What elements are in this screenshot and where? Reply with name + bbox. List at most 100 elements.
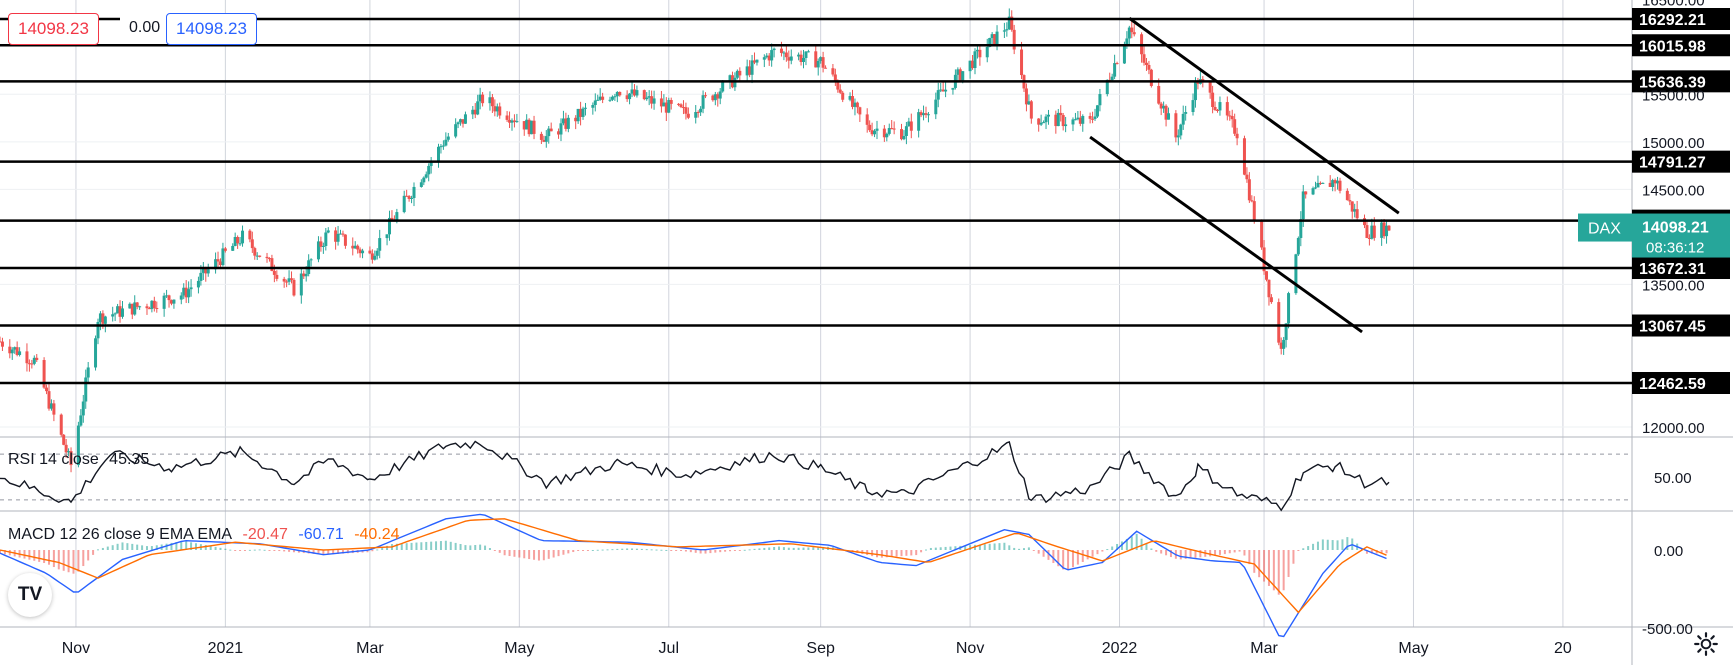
candle-body [336,233,340,242]
candle-body [1088,116,1092,119]
candle-body [664,102,668,113]
macd-histogram-bar [317,550,320,555]
macd-histogram-bar [876,550,879,558]
macd-legend[interactable]: MACD 12 26 close 9 EMA EMA -20.47 -60.71… [8,526,406,544]
macd-histogram-bar [1130,536,1133,550]
candle-body [1296,237,1300,255]
candle-body [995,31,999,45]
candle-body [694,112,698,118]
candle-body [1247,179,1251,201]
candle-body [1149,69,1153,86]
candle-body [402,195,406,213]
price-tick-label: 15500.00 [1642,87,1705,104]
macd-histogram-bar [1120,541,1123,550]
macd-histogram-bar [778,546,781,550]
candle-body [253,248,257,256]
macd-axis-label: 0.00 [1654,543,1683,560]
macd-histogram-bar [1184,550,1187,559]
macd-histogram-bar [665,549,668,551]
candle-body [1345,190,1349,201]
macd-histogram-bar [1258,550,1261,578]
candle-body [216,259,220,262]
candle-body [189,287,193,290]
sell-price-button[interactable]: 14098.23 [8,13,99,45]
candle-body [481,94,485,104]
macd-histogram-bar [1057,550,1060,567]
macd-histogram-bar [214,546,217,550]
candle-body [27,363,31,365]
candle-body [1304,191,1308,195]
macd-histogram-bar [170,542,173,550]
rsi-legend[interactable]: RSI 14 close 45.35 [8,451,155,469]
candle-body [890,128,894,130]
candle-body [532,120,536,134]
tradingview-logo-icon[interactable]: TV [8,573,52,617]
macd-histogram-bar [660,549,663,551]
macd-histogram-bar [503,550,506,556]
macd-histogram-bar [322,550,325,555]
buy-price-button[interactable]: 14098.23 [166,13,257,45]
macd-histogram-bar [165,543,168,550]
symbol-label: DAX [1588,221,1621,238]
macd-histogram-bar [469,545,472,550]
macd-histogram-bar [557,550,560,557]
candle-body [1191,100,1195,113]
candle-body [238,243,242,245]
candle-body [882,128,886,138]
candle-body [593,100,597,105]
macd-histogram-bar [920,550,923,553]
candle-body [510,120,514,123]
candle-body [701,95,705,109]
candle-body [1265,271,1269,280]
macd-histogram-bar [435,541,438,550]
candle-body [1355,209,1359,219]
macd-histogram-bar [145,546,148,550]
candle-body [681,107,685,109]
candle-body [395,212,399,221]
macd-histogram-bar [1067,550,1070,570]
candle-body [686,113,690,118]
spread-value: 0.00 [120,13,170,43]
candle-body [103,316,107,324]
gear-icon[interactable] [1693,631,1719,657]
candle-body [755,59,759,63]
candle-body [84,377,88,402]
candle-body [738,70,742,76]
candle-body [270,258,274,271]
macd-histogram-bar [1307,546,1310,550]
candle-body [265,256,269,259]
macd-histogram-bar [371,550,374,552]
macd-histogram-bar [1032,550,1035,551]
macd-histogram-bar [479,544,482,550]
candle-body [1130,27,1134,33]
macd-histogram-bar [395,543,398,550]
macd-histogram-bar [258,549,261,551]
macd-histogram-bar [954,546,957,550]
candle-body [512,120,516,123]
candle-body [441,145,445,147]
macd-histogram-bar [1086,550,1089,560]
candle-body [162,295,166,309]
macd-histogram-bar [204,545,207,550]
candle-body [892,128,896,130]
macd-histogram-bar [768,547,771,550]
candle-body [30,363,34,365]
candle-body [699,108,703,113]
macd-histogram-bar [425,541,428,550]
level-label: 15636.39 [1639,74,1706,91]
candle-body [527,119,531,135]
macd-histogram-bar [33,550,36,561]
candle-body [838,89,842,93]
macd-histogram-bar [1282,550,1285,591]
time-axis-label: 20 [1554,640,1572,657]
macd-histogram-bar [533,550,536,560]
candle-body [1091,118,1095,120]
macd-histogram-bar [1116,543,1119,550]
candle-body [412,186,416,198]
time-axis-label: May [504,640,534,657]
macd-histogram-bar [611,549,614,551]
macd-histogram-bar [596,549,599,551]
candle-body [909,121,913,131]
candle-body [98,313,102,322]
